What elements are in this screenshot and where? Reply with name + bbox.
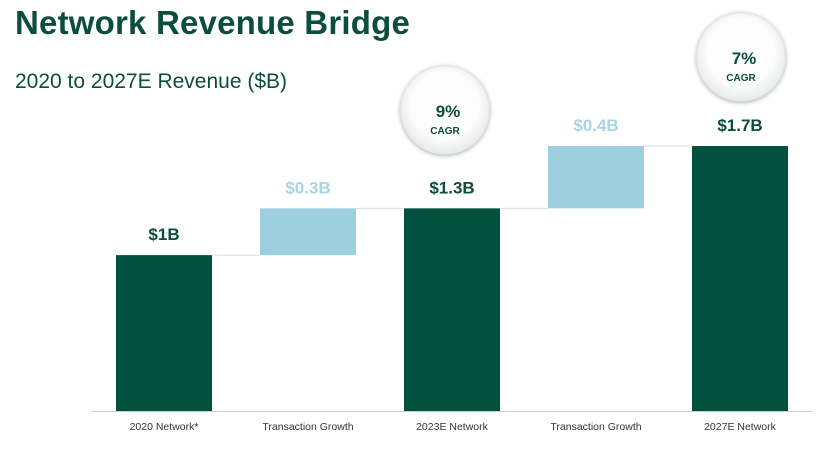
- data-label-1: $1B: [148, 225, 179, 244]
- data-label-4: $0.4B: [573, 116, 618, 135]
- data-label-2: $0.3B: [285, 178, 330, 197]
- page-subtitle: 2020 to 2027E Revenue ($B): [15, 70, 288, 93]
- x-tick-label-1: 2020 Network*: [130, 421, 199, 433]
- cagr-bubble-2: 7% CAGR: [696, 12, 786, 102]
- bar-4: [548, 146, 644, 209]
- bar-2: [260, 208, 356, 256]
- cagr-bubble-circle: [400, 65, 490, 155]
- cagr-value: 9%: [436, 102, 461, 121]
- x-tick-label-5: 2027E Network: [704, 421, 777, 433]
- cagr-label: CAGR: [430, 126, 460, 137]
- x-tick-label-3: 2023E Network: [416, 421, 489, 433]
- data-label-3: $1.3B: [429, 178, 474, 197]
- cagr-value: 7%: [732, 49, 757, 68]
- x-tick-label-2: Transaction Growth: [262, 421, 353, 433]
- cagr-bubble-circle: [696, 12, 786, 102]
- bar-3: [404, 208, 500, 411]
- page-title: Network Revenue Bridge: [15, 4, 411, 41]
- bar-5: [692, 146, 788, 411]
- bar-1: [116, 255, 212, 411]
- x-tick-label-4: Transaction Growth: [550, 421, 641, 433]
- cagr-label: CAGR: [726, 73, 756, 84]
- cagr-bubble-1: 9% CAGR: [400, 65, 490, 155]
- data-label-5: $1.7B: [717, 116, 762, 135]
